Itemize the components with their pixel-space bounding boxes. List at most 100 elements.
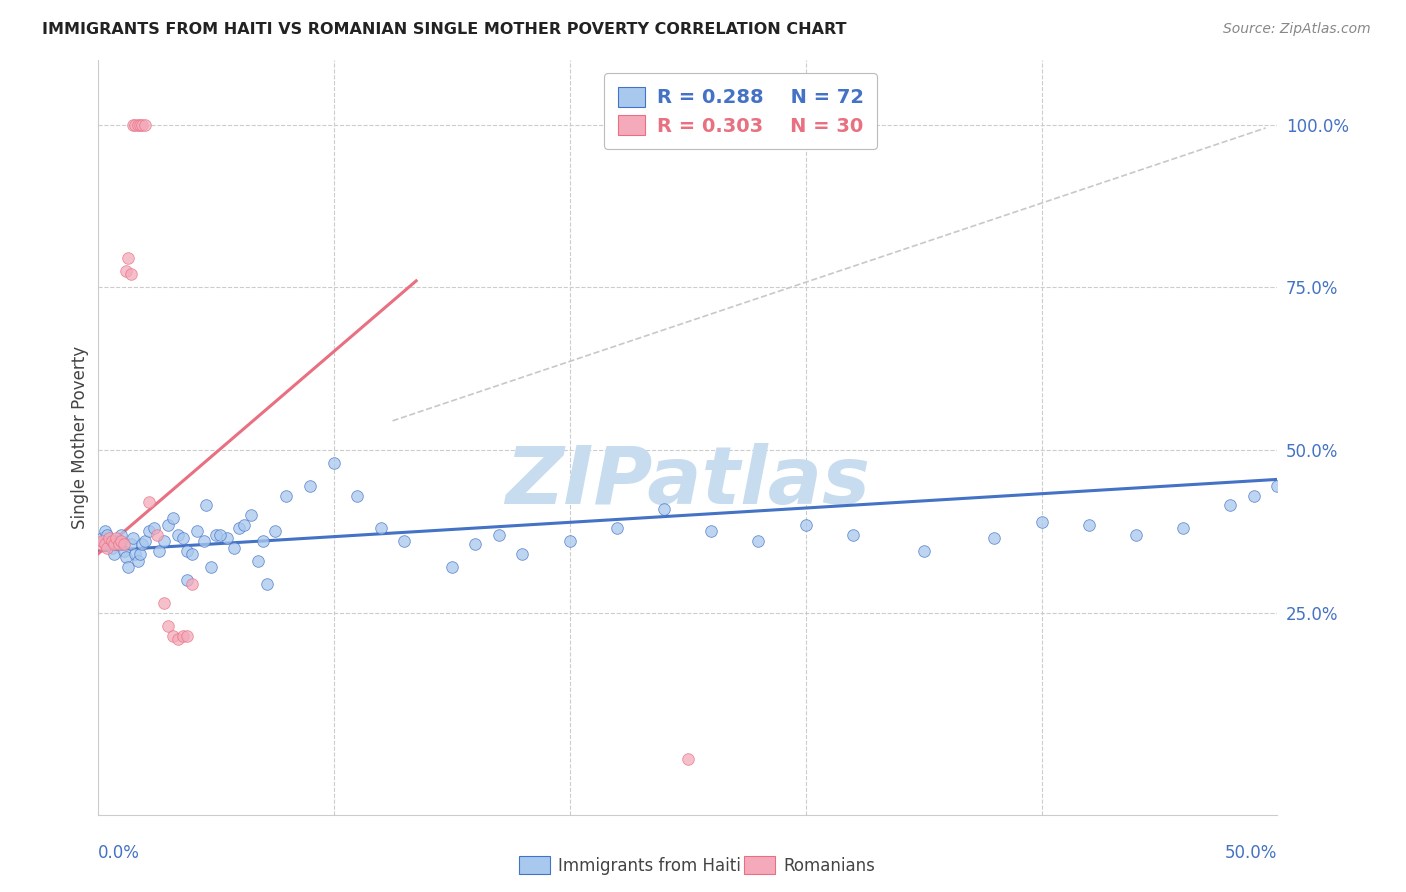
Point bbox=[676, 752, 699, 766]
Point bbox=[93, 537, 115, 551]
Point bbox=[143, 521, 166, 535]
Point bbox=[488, 527, 510, 541]
Text: Source: ZipAtlas.com: Source: ZipAtlas.com bbox=[1223, 22, 1371, 37]
Point bbox=[152, 596, 174, 610]
Point bbox=[794, 517, 817, 532]
Point bbox=[263, 524, 285, 539]
Point bbox=[606, 521, 628, 535]
Text: ZIPatlas: ZIPatlas bbox=[505, 443, 870, 522]
Point bbox=[186, 524, 208, 539]
Point bbox=[394, 534, 416, 549]
Point bbox=[176, 544, 198, 558]
Point bbox=[346, 489, 368, 503]
Point bbox=[162, 629, 184, 643]
Point bbox=[209, 527, 232, 541]
Point bbox=[239, 508, 262, 523]
Point bbox=[91, 534, 114, 549]
Point bbox=[700, 524, 723, 539]
Point bbox=[652, 501, 675, 516]
Point bbox=[256, 576, 278, 591]
Point bbox=[195, 499, 218, 513]
Point bbox=[440, 560, 463, 574]
Point bbox=[747, 534, 769, 549]
Point bbox=[176, 629, 198, 643]
Point bbox=[558, 534, 581, 549]
Point bbox=[1125, 527, 1147, 541]
Point bbox=[131, 118, 153, 132]
Point bbox=[98, 531, 121, 545]
Point bbox=[1171, 521, 1194, 535]
Point bbox=[134, 118, 156, 132]
Point bbox=[176, 574, 198, 588]
Point bbox=[148, 544, 170, 558]
Point bbox=[157, 619, 180, 633]
Point bbox=[103, 537, 125, 551]
Point bbox=[105, 537, 128, 551]
Point bbox=[172, 531, 194, 545]
Point bbox=[120, 268, 142, 282]
Point bbox=[172, 629, 194, 643]
Text: IMMIGRANTS FROM HAITI VS ROMANIAN SINGLE MOTHER POVERTY CORRELATION CHART: IMMIGRANTS FROM HAITI VS ROMANIAN SINGLE… bbox=[42, 22, 846, 37]
Point bbox=[89, 537, 111, 551]
Point bbox=[103, 547, 125, 561]
Point bbox=[370, 521, 392, 535]
Point bbox=[115, 264, 138, 278]
Point bbox=[122, 531, 145, 545]
Point bbox=[120, 537, 142, 551]
Point bbox=[1243, 489, 1265, 503]
Y-axis label: Single Mother Poverty: Single Mother Poverty bbox=[72, 345, 89, 529]
Point bbox=[157, 517, 180, 532]
Point bbox=[912, 544, 935, 558]
Point bbox=[152, 534, 174, 549]
Point bbox=[117, 560, 139, 574]
Point bbox=[232, 517, 254, 532]
Point bbox=[464, 537, 486, 551]
Point bbox=[181, 547, 204, 561]
Point bbox=[1267, 479, 1289, 493]
Point bbox=[983, 531, 1005, 545]
Point bbox=[96, 541, 118, 555]
Point bbox=[96, 527, 118, 541]
Point bbox=[91, 531, 114, 545]
Point bbox=[122, 118, 145, 132]
Point bbox=[127, 554, 149, 568]
Point bbox=[108, 537, 131, 551]
Point bbox=[112, 537, 135, 551]
Point bbox=[181, 576, 204, 591]
Point bbox=[110, 527, 132, 541]
Point bbox=[131, 537, 153, 551]
Point bbox=[1219, 499, 1241, 513]
Point bbox=[93, 524, 115, 539]
Point bbox=[200, 560, 222, 574]
Point bbox=[841, 527, 863, 541]
Point bbox=[105, 531, 128, 545]
Point bbox=[166, 632, 188, 646]
Point bbox=[193, 534, 215, 549]
Point bbox=[98, 537, 121, 551]
Point bbox=[127, 118, 149, 132]
Point bbox=[252, 534, 274, 549]
Point bbox=[112, 544, 135, 558]
Point bbox=[276, 489, 298, 503]
Text: Romanians: Romanians bbox=[783, 857, 875, 875]
Point bbox=[129, 547, 152, 561]
Point bbox=[298, 479, 321, 493]
Point bbox=[1031, 515, 1053, 529]
Point bbox=[129, 118, 152, 132]
Point bbox=[100, 534, 122, 549]
Point bbox=[108, 534, 131, 549]
Legend: R = 0.288    N = 72, R = 0.303    N = 30: R = 0.288 N = 72, R = 0.303 N = 30 bbox=[605, 73, 877, 149]
Point bbox=[138, 524, 160, 539]
Point bbox=[117, 251, 139, 265]
Point bbox=[124, 118, 146, 132]
Point bbox=[134, 534, 156, 549]
Text: Immigrants from Haiti: Immigrants from Haiti bbox=[558, 857, 741, 875]
Point bbox=[512, 547, 534, 561]
Point bbox=[247, 554, 270, 568]
Point bbox=[204, 527, 226, 541]
Point bbox=[110, 534, 132, 549]
Point bbox=[217, 531, 239, 545]
Point bbox=[166, 527, 188, 541]
Point bbox=[115, 550, 138, 565]
Point bbox=[145, 527, 167, 541]
